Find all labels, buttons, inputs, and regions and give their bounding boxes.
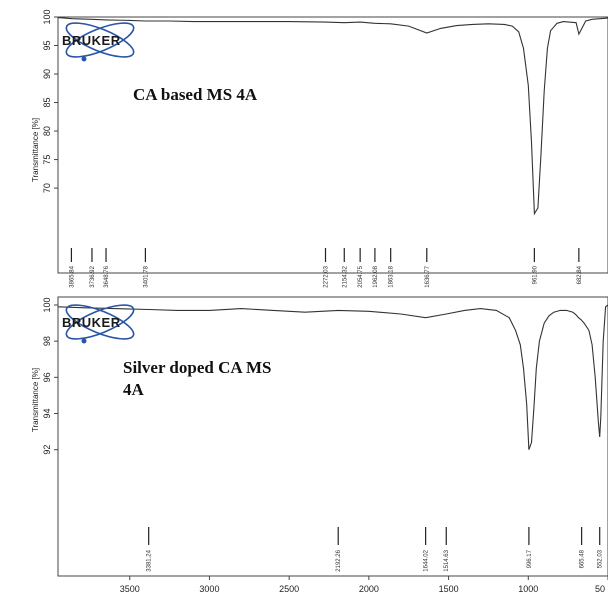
bottom-x-tick-label: 1000	[518, 584, 538, 594]
bottom-sample-label-line: Silver doped CA MS	[123, 358, 271, 377]
top-peak-label: 961.90	[532, 265, 538, 284]
top-y-tick-label: 90	[42, 69, 52, 79]
top-peak-label: 682.84	[577, 265, 583, 284]
bottom-logo-orbit-1	[65, 304, 135, 340]
bottom-logo-orbit-2	[65, 304, 135, 340]
top-peak-label: 2154.32	[342, 265, 348, 287]
top-spectrum-line	[57, 17, 608, 216]
top-peak-label: 2272.03	[324, 265, 330, 287]
bottom-spectrum-panel: Transmittance [%] 100 98 96 94 92 3500 3000 25…	[31, 296, 608, 594]
top-y-axis-label: Transmittance [%]	[31, 118, 40, 182]
top-sample-label: CA based MS 4A	[133, 85, 258, 104]
bottom-spectrum-line	[57, 304, 608, 450]
bottom-plot-frame	[57, 296, 608, 577]
bottom-sample-label-line: 4A	[123, 380, 145, 399]
bottom-peak-label: 996.17	[527, 549, 533, 568]
bottom-bruker-logo: BRUKER	[62, 304, 135, 344]
top-y-tick-label: 100	[42, 9, 52, 24]
bottom-y-tick-label: 92	[42, 445, 52, 455]
top-y-tick-label: 75	[42, 155, 52, 165]
top-logo-dot	[81, 56, 87, 62]
top-y-tick-label: 95	[42, 41, 52, 51]
bottom-logo-text: BRUKER	[62, 315, 121, 330]
top-peak-label: 3865.84	[69, 265, 75, 287]
bottom-sample-label: Silver doped CA MS 4A	[123, 358, 271, 399]
bottom-x-tick-label: 3500	[120, 584, 140, 594]
top-peak-label: 1962.08	[373, 265, 379, 287]
bottom-peak-label: 552.03	[598, 549, 604, 568]
top-spectrum-panel: Transmittance [%] 100 95 90 85 80 75 70 3865.8…	[31, 9, 608, 288]
bottom-y-tick-label: 94	[42, 408, 52, 418]
top-peak-label: 2054.75	[358, 265, 364, 287]
top-peak-label: 1863.18	[389, 265, 395, 287]
bottom-peak-label: 3381.24	[147, 549, 153, 571]
top-peak-label: 3648.76	[104, 265, 110, 287]
top-y-tick-label: 80	[42, 126, 52, 136]
top-y-ticks: 100 95 90 85 80 75 70	[42, 9, 58, 193]
bottom-peak-label: 2192.26	[336, 549, 342, 571]
bottom-y-tick-label: 98	[42, 336, 52, 346]
top-plot-frame	[57, 16, 608, 274]
bottom-x-tick-label: 1500	[439, 584, 459, 594]
bottom-logo-dot	[81, 338, 87, 344]
bottom-y-axis-label: Transmittance [%]	[31, 368, 40, 432]
top-logo-orbit-1	[65, 22, 135, 58]
bottom-peak-markers: 3381.24 2192.26 1644.02 1514.63 996.17 665.48…	[147, 527, 604, 572]
top-peak-label: 3401.78	[143, 265, 149, 287]
bottom-x-tick-label: 2500	[279, 584, 299, 594]
bottom-y-tick-label: 96	[42, 372, 52, 382]
bottom-x-tick-label: 2000	[359, 584, 379, 594]
bottom-peak-label: 1644.02	[424, 549, 430, 571]
top-y-tick-label: 70	[42, 183, 52, 193]
top-logo-text: BRUKER	[62, 33, 121, 48]
bottom-peak-label: 1514.63	[444, 549, 450, 571]
bottom-x-tick-label: 50	[595, 584, 605, 594]
bottom-x-tick-label: 3000	[199, 584, 219, 594]
top-bruker-logo: BRUKER	[62, 22, 135, 62]
bottom-x-ticks: 3500 3000 2500 2000 1500 1000 50	[120, 576, 608, 594]
top-peak-markers: 3865.84 3736.92 3648.76 3401.78 2272.03 2154.…	[69, 248, 583, 288]
top-y-tick-label: 85	[42, 98, 52, 108]
bottom-peak-label: 665.48	[580, 549, 586, 568]
top-peak-label: 3736.92	[90, 265, 96, 287]
bottom-y-tick-label: 100	[42, 297, 52, 312]
bottom-y-ticks: 100 98 96 94 92	[42, 297, 58, 455]
top-peak-label: 1636.77	[425, 265, 431, 287]
top-logo-orbit-2	[65, 22, 135, 58]
